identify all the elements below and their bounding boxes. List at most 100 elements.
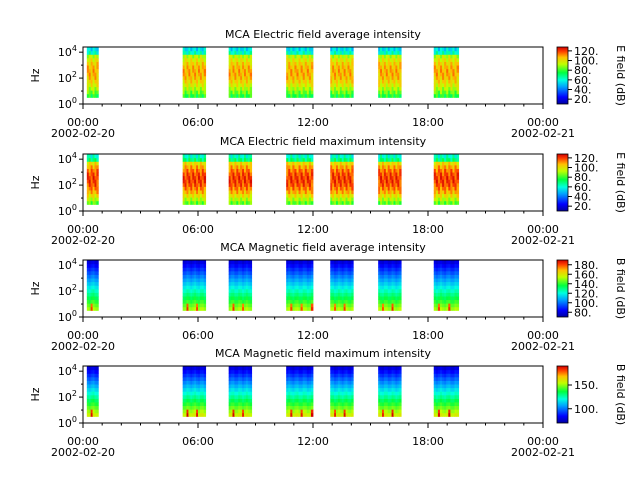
- spectrogram-cell: [308, 267, 312, 272]
- spectrogram-cell: [306, 384, 310, 389]
- spectrogram-cell: [395, 412, 398, 417]
- spectrogram-cell: [232, 61, 235, 66]
- spectrogram-cell: [201, 377, 205, 381]
- spectrogram-cell: [228, 161, 231, 166]
- spectrogram-cell: [450, 79, 453, 84]
- spectrogram-cell: [433, 68, 437, 73]
- spectrogram-cell: [300, 197, 304, 202]
- spectrogram-cell: [182, 161, 185, 166]
- spectrogram-cell: [387, 373, 391, 378]
- spectrogram-cell: [393, 377, 396, 381]
- spectrogram-cell: [341, 405, 345, 410]
- spectrogram-cell: [345, 58, 348, 62]
- spectrogram-cell: [96, 292, 99, 297]
- spectrogram-cell: [387, 197, 391, 202]
- spectrogram-cell: [242, 175, 245, 180]
- spectrogram-cell: [294, 165, 297, 169]
- spectrogram-cell: [192, 172, 195, 177]
- spectrogram-cell: [334, 377, 337, 381]
- spectrogram-cell: [186, 65, 189, 70]
- spectrogram-cell: [228, 86, 231, 91]
- spectrogram-cell: [435, 377, 439, 381]
- spectrogram-cell: [184, 79, 187, 84]
- spectrogram-cell: [88, 281, 92, 286]
- spectrogram-cell: [454, 72, 457, 77]
- spectrogram-cell: [343, 288, 346, 293]
- spectrogram-cell: [334, 168, 337, 173]
- spectrogram-cell: [306, 65, 310, 70]
- spectrogram-cell: [90, 190, 93, 195]
- spectrogram-cell: [88, 200, 92, 205]
- panel-title: MCA Magnetic field maximum intensity: [215, 347, 431, 360]
- spectrogram-cell: [244, 157, 247, 162]
- spectrogram-cell: [298, 306, 302, 311]
- spectrogram-cell: [290, 193, 293, 198]
- spectrogram-cell: [245, 75, 249, 80]
- spectrogram-cell: [349, 281, 352, 286]
- spectrogram-cell: [86, 90, 90, 95]
- spectrogram-cell: [288, 412, 291, 417]
- spectrogram-cell: [96, 190, 99, 195]
- spectrogram-cell: [238, 260, 241, 265]
- x-tick-label: 00:00: [67, 435, 99, 448]
- spectrogram-cell: [302, 373, 306, 378]
- spectrogram-cell: [86, 65, 90, 70]
- spectrogram-cell: [393, 75, 396, 80]
- spectrogram-cell: [391, 373, 394, 378]
- spectrogram-cell: [188, 380, 191, 385]
- spectrogram-cell: [88, 83, 92, 88]
- spectrogram-cell: [387, 179, 391, 184]
- spectrogram-cell: [444, 267, 447, 272]
- spectrogram-cell: [444, 260, 447, 265]
- spectrogram-cell: [437, 65, 441, 70]
- spectrogram-cell: [230, 278, 233, 283]
- spectrogram-cell: [437, 299, 441, 304]
- spectrogram-cell: [199, 47, 203, 52]
- spectrogram-cell: [442, 267, 445, 272]
- spectrogram-cell: [236, 200, 239, 205]
- spectrogram-cell: [378, 285, 381, 290]
- spectrogram-cell: [90, 61, 93, 66]
- data-block: [182, 260, 207, 311]
- spectrogram-cell: [439, 75, 443, 80]
- spectrogram-cell: [194, 292, 197, 297]
- spectrogram-cell: [242, 47, 245, 52]
- spectrogram-cell: [296, 168, 299, 173]
- spectrogram-cell: [433, 50, 437, 55]
- spectrogram-cell: [452, 90, 455, 95]
- spectrogram-cell: [294, 263, 297, 268]
- spectrogram-cell: [435, 157, 439, 162]
- spectrogram-cell: [249, 179, 253, 184]
- spectrogram-cell: [190, 380, 193, 385]
- spectrogram-cell: [234, 86, 237, 91]
- spectrogram-cell: [332, 193, 335, 198]
- spectrogram-cell: [249, 172, 253, 177]
- spectrogram-cell: [439, 161, 443, 166]
- spectrogram-cell: [446, 387, 449, 392]
- spectrogram-cell: [444, 190, 447, 195]
- spectrogram-cell: [290, 90, 293, 95]
- spectrogram-cell: [201, 288, 205, 293]
- spectrogram-cell: [450, 292, 453, 297]
- spectrogram-cell: [450, 165, 453, 169]
- spectrogram-cell: [92, 79, 95, 84]
- spectrogram-cell: [198, 200, 201, 205]
- spectrogram-cell: [188, 182, 191, 187]
- spectrogram-cell: [343, 182, 346, 187]
- spectrogram-cell: [393, 391, 396, 396]
- spectrogram-cell: [306, 190, 310, 195]
- spectrogram-cell: [339, 267, 343, 272]
- spectrogram-cell: [310, 168, 314, 173]
- spectrogram-cell: [345, 172, 348, 177]
- spectrogram-cell: [332, 398, 335, 403]
- spectrogram-cell: [245, 54, 249, 59]
- spectrogram-cell: [345, 154, 348, 159]
- spectrogram-cell: [196, 93, 199, 98]
- spectrogram-cell: [399, 299, 402, 304]
- spectrogram-cell: [196, 90, 199, 95]
- spectrogram-cell: [450, 65, 453, 70]
- spectrogram-cell: [387, 387, 391, 392]
- spectrogram-cell: [249, 271, 253, 275]
- spectrogram-cell: [234, 165, 237, 169]
- spectrogram-cell: [294, 179, 297, 184]
